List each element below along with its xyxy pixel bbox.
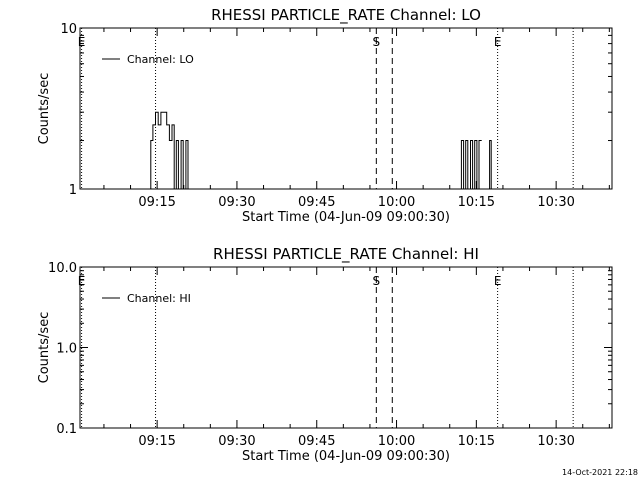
legend-label: Channel: LO: [127, 53, 194, 66]
event-marker-label: E: [494, 35, 502, 49]
generation-timestamp: 14-Oct-2021 22:18: [562, 468, 638, 477]
chart-title: RHESSI PARTICLE_RATE Channel: HI: [213, 245, 479, 264]
y-tick-label: 1: [69, 183, 77, 198]
event-marker-label: S: [373, 35, 381, 49]
event-marker-label: S: [373, 274, 381, 288]
y-tick-label: 1.0: [56, 342, 77, 357]
x-tick-label: 10:00: [378, 434, 415, 449]
x-tick-label: 10:30: [537, 434, 574, 449]
plot-frame: [79, 27, 613, 190]
x-tick-label: 10:30: [537, 195, 574, 210]
x-axis-label: Start Time (04-Jun-09 09:00:30): [242, 210, 450, 225]
event-marker-label: E: [78, 35, 86, 49]
x-tick-label: 10:15: [458, 195, 495, 210]
x-tick-label: 09:30: [218, 195, 255, 210]
chart-panel-2: RHESSI PARTICLE_RATE Channel: HI 09:15 09:…: [37, 245, 613, 464]
event-marker-label: E: [494, 274, 502, 288]
y-axis-label: Counts/sec: [37, 73, 52, 145]
x-tick-label: 09:15: [138, 195, 175, 210]
x-axis-label: Start Time (04-Jun-09 09:00:30): [242, 449, 450, 464]
x-tick-label: 09:45: [298, 434, 335, 449]
chart-panel-1: RHESSI PARTICLE_RATE Channel: LO 09:15 09:…: [37, 6, 613, 225]
event-marker-label: E: [78, 274, 86, 288]
series-line: [459, 140, 482, 190]
series-line: [149, 111, 191, 190]
x-tick-label: 10:15: [458, 434, 495, 449]
y-tick-label: 10.0: [48, 261, 77, 276]
series-line: [488, 140, 493, 190]
x-tick-label: 09:45: [298, 195, 335, 210]
chart-title: RHESSI PARTICLE_RATE Channel: LO: [211, 6, 481, 25]
legend-label: Channel: HI: [127, 292, 191, 305]
y-tick-label: 10: [60, 22, 77, 37]
y-tick-label: 0.1: [56, 422, 77, 437]
x-tick-label: 09:30: [218, 434, 255, 449]
x-tick-label: 09:15: [138, 434, 175, 449]
y-axis-label: Counts/sec: [37, 312, 52, 384]
x-tick-label: 10:00: [378, 195, 415, 210]
